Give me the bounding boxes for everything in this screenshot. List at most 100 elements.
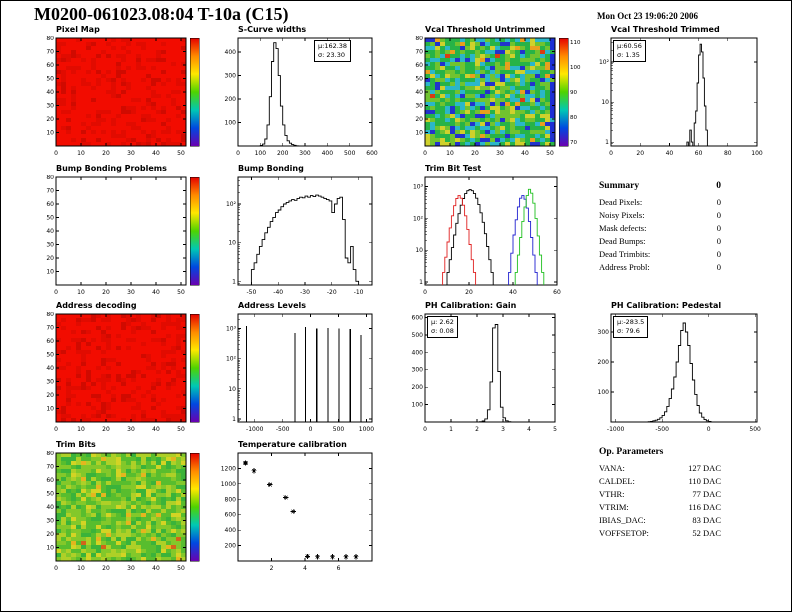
svg-text:30: 30	[127, 565, 135, 572]
op-parameter-row: VOFFSETOP: 52 DAC	[599, 527, 721, 540]
svg-text:50: 50	[46, 352, 54, 359]
svg-text:40: 40	[152, 565, 160, 572]
summary-row: Noisy Pixels: 0	[599, 209, 721, 222]
svg-text:3: 3	[501, 426, 505, 433]
svg-text:1000: 1000	[359, 426, 374, 433]
stat-sigma: σ: 0.08	[431, 326, 454, 335]
panel-vcal-untrimmed: Vcal Threshold Untrimmed 0 10 20 30 40 50 10 20…	[395, 21, 587, 170]
panel-address-levels: Address Levels -1000 -500 0 500 1000 1 10 10² 10…	[208, 297, 404, 446]
svg-text:30: 30	[46, 242, 54, 249]
svg-text:600: 600	[225, 512, 237, 519]
op-parameter-label: VTHR:	[599, 489, 625, 499]
svg-text:40: 40	[509, 289, 517, 296]
svg-text:50: 50	[415, 76, 423, 83]
address-decoding-title: Address decoding	[56, 301, 137, 310]
svg-text:200: 200	[225, 543, 237, 550]
op-parameter-value: 116 DAC	[688, 502, 721, 512]
panel-bump-bonding: Bump Bonding -50 -40 -30 -20 -10 1 10 10²	[208, 160, 404, 309]
svg-text:40: 40	[46, 89, 54, 96]
svg-text:30: 30	[127, 150, 135, 157]
svg-text:50: 50	[46, 215, 54, 222]
svg-text:6: 6	[337, 565, 341, 572]
op-parameter-row: IBIAS_DAC: 83 DAC	[599, 514, 721, 527]
svg-text:50: 50	[546, 150, 554, 157]
ph-pedestal-title: PH Calibration: Pedestal	[611, 301, 722, 310]
svg-text:-50: -50	[246, 289, 256, 296]
svg-text:400: 400	[412, 349, 424, 356]
svg-text:10: 10	[46, 269, 54, 276]
address-decoding-chart: 0 10 20 30 40 50 10 20 30 40 50 60 70 80	[46, 312, 200, 433]
summary-row-value: 0	[716, 223, 721, 233]
svg-text:4: 4	[527, 426, 531, 433]
svg-text:100: 100	[255, 150, 267, 157]
svg-text:70: 70	[46, 325, 54, 332]
svg-text:80: 80	[46, 175, 54, 181]
op-parameter-label: VTRIM:	[599, 502, 629, 512]
svg-text:20: 20	[102, 289, 110, 296]
stat-sigma: σ: 79.6	[617, 326, 640, 335]
svg-text:1: 1	[605, 139, 609, 146]
svg-text:-30: -30	[300, 289, 310, 296]
svg-text:40: 40	[152, 150, 160, 157]
summary-row: Dead Trimbits: 0	[599, 248, 721, 261]
svg-text:80: 80	[46, 312, 54, 318]
ph-pedestal-statbox: μ:-283.5 σ: 79.6	[613, 316, 649, 338]
stat-sigma: σ: 1.35	[617, 50, 640, 59]
panel-ph-pedestal: PH Calibration: Pedestal -1000 -500 0 500 10…	[581, 297, 789, 446]
svg-text:100: 100	[412, 402, 424, 409]
svg-text:110: 110	[570, 40, 581, 46]
svg-text:10: 10	[228, 240, 236, 247]
svg-text:70: 70	[570, 140, 577, 146]
stat-mean: μ:60.56	[617, 42, 642, 50]
s-curve-statbox: μ:162.38 σ: 23.30	[314, 40, 352, 62]
svg-text:40: 40	[521, 150, 529, 157]
svg-text:80: 80	[46, 451, 54, 457]
svg-text:500: 500	[749, 426, 761, 433]
s-curve-widths-chart: 0 100 200 300 400 500 600 100 200 300 400	[225, 37, 378, 157]
svg-text:0: 0	[707, 426, 711, 433]
ph-pedestal-chart: -1000 -500 0 500 100 200 300	[598, 313, 761, 433]
svg-text:1: 1	[232, 416, 236, 423]
svg-text:500: 500	[344, 150, 356, 157]
svg-text:500: 500	[412, 332, 424, 339]
svg-text:0: 0	[309, 426, 313, 433]
vcal-untrimmed-title: Vcal Threshold Untrimmed	[425, 25, 546, 34]
svg-text:60: 60	[46, 201, 54, 208]
svg-text:40: 40	[152, 289, 160, 296]
svg-text:40: 40	[152, 426, 160, 433]
svg-text:300: 300	[225, 73, 237, 80]
op-parameter-row: VTHR: 77 DAC	[599, 488, 721, 501]
vcal-trimmed-chart: 0 20 40 60 80 100 1 10 10²	[599, 37, 763, 157]
summary-row-label: Dead Pixels:	[599, 197, 643, 207]
address-levels-chart: -1000 -500 0 500 1000 1 10 10² 10³	[226, 313, 374, 433]
svg-text:30: 30	[415, 103, 423, 110]
svg-text:10: 10	[77, 289, 85, 296]
svg-text:60: 60	[46, 477, 54, 484]
svg-text:5: 5	[553, 426, 557, 433]
svg-text:0: 0	[423, 289, 427, 296]
svg-text:60: 60	[695, 150, 703, 157]
svg-text:500: 500	[333, 426, 345, 433]
trim-bits-title: Trim Bits	[56, 440, 96, 449]
svg-text:90: 90	[570, 90, 577, 96]
svg-text:10²: 10²	[413, 215, 424, 222]
op-parameter-value: 127 DAC	[688, 463, 721, 473]
svg-text:0: 0	[423, 426, 427, 433]
summary-row-label: Address Probl:	[599, 262, 650, 272]
panel-trim-bit-test: Trim Bit Test 0 20 40 60 1 10 10² 10³	[395, 160, 589, 309]
op-parameter-row: VANA: 127 DAC	[599, 462, 721, 475]
svg-text:20: 20	[102, 150, 110, 157]
svg-text:80: 80	[724, 150, 732, 157]
bump-bonding-title: Bump Bonding	[238, 164, 304, 173]
svg-text:100: 100	[570, 65, 581, 71]
op-parameter-label: IBIAS_DAC:	[599, 515, 646, 525]
summary-row-value: 0	[716, 236, 721, 246]
svg-text:50: 50	[46, 76, 54, 83]
s-curve-widths-title: S-Curve widths	[238, 25, 307, 34]
panel-ph-gain: PH Calibration: Gain 0 1 2 3 4 5 100 200 300 400 5…	[395, 297, 587, 446]
svg-text:70: 70	[46, 188, 54, 195]
svg-text:50: 50	[177, 426, 185, 433]
ph-gain-statbox: μ: 2.62 σ: 0.08	[427, 316, 458, 338]
svg-text:0: 0	[54, 565, 58, 572]
summary-header: Summary 0	[599, 181, 721, 191]
